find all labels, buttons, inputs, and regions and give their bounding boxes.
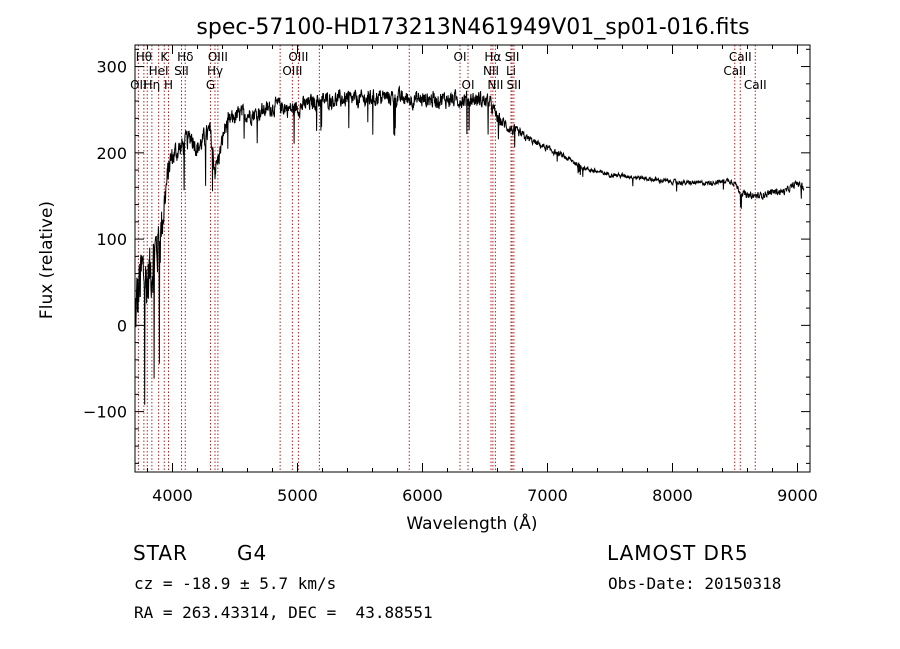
tick-label: 0 (117, 316, 127, 335)
spectral-line-label: Hα (484, 50, 501, 64)
spectral-line-label: OIII (282, 64, 302, 78)
spectral-line-label: Hη (144, 78, 161, 92)
tick-label: 6000 (402, 486, 443, 505)
spectral-line-label: Hθ (136, 50, 152, 64)
spectral-line-label: Hγ (207, 64, 223, 78)
spectral-line-label: G (206, 78, 215, 92)
tick-label: 4000 (152, 486, 193, 505)
spectral-line-label: NII (487, 78, 503, 92)
object-subclass: G4 (237, 541, 268, 565)
tick-label: 300 (96, 58, 127, 77)
spectrum-line (134, 85, 805, 405)
spectral-line-label: CaII (744, 78, 767, 92)
spectral-line-label: SII (174, 64, 189, 78)
spectral-line-markers (137, 45, 756, 472)
spectral-line-label: SII (507, 78, 522, 92)
plot-frame (134, 44, 811, 473)
y-axis-label: Flux (relative) (37, 201, 57, 319)
spectral-line-label: K (160, 50, 169, 64)
tick-label: 8000 (652, 486, 693, 505)
spectral-line-label: H (164, 78, 173, 92)
redshift-readout: cz = -18.9 ± 5.7 km/s (134, 574, 337, 593)
coordinates-readout: RA = 263.43314, DEC = 43.88551 (134, 603, 433, 622)
tick-label: 100 (96, 230, 127, 249)
spectral-line-label: Li (506, 64, 516, 78)
spectral-line-label: HeI (149, 64, 169, 78)
survey-name: LAMOST DR5 (607, 541, 749, 565)
tick-label: 5000 (277, 486, 318, 505)
spectral-line-label: OIII (288, 50, 308, 64)
tick-label: −100 (83, 403, 127, 422)
spectral-line-label: CaII (729, 50, 752, 64)
spectral-line-label: NII (483, 64, 499, 78)
tick-label: 7000 (527, 486, 568, 505)
tick-label: 200 (96, 144, 127, 163)
chart-title: spec-57100-HD173213N461949V01_sp01-016.f… (196, 15, 749, 40)
x-axis-label: Wavelength (Å) (406, 512, 537, 534)
spectral-line-label: CaII (723, 64, 746, 78)
spectrum-trace (134, 85, 805, 405)
tick-label: 9000 (777, 486, 818, 505)
spectral-line-label: OI (454, 50, 467, 64)
axis-ticks: 4000 5000 6000 7000 8000 9000 −100 0 100 200 300 (83, 45, 818, 505)
object-class: STAR (133, 541, 188, 565)
observation-date: Obs-Date: 20150318 (608, 574, 782, 593)
spectral-line-label: OIII (208, 50, 228, 64)
spectral-line-label: SII (505, 50, 520, 64)
spectral-line-label: OII (130, 78, 147, 92)
spectral-line-label: Hδ (177, 50, 193, 64)
spectral-line-label: OI (462, 78, 475, 92)
